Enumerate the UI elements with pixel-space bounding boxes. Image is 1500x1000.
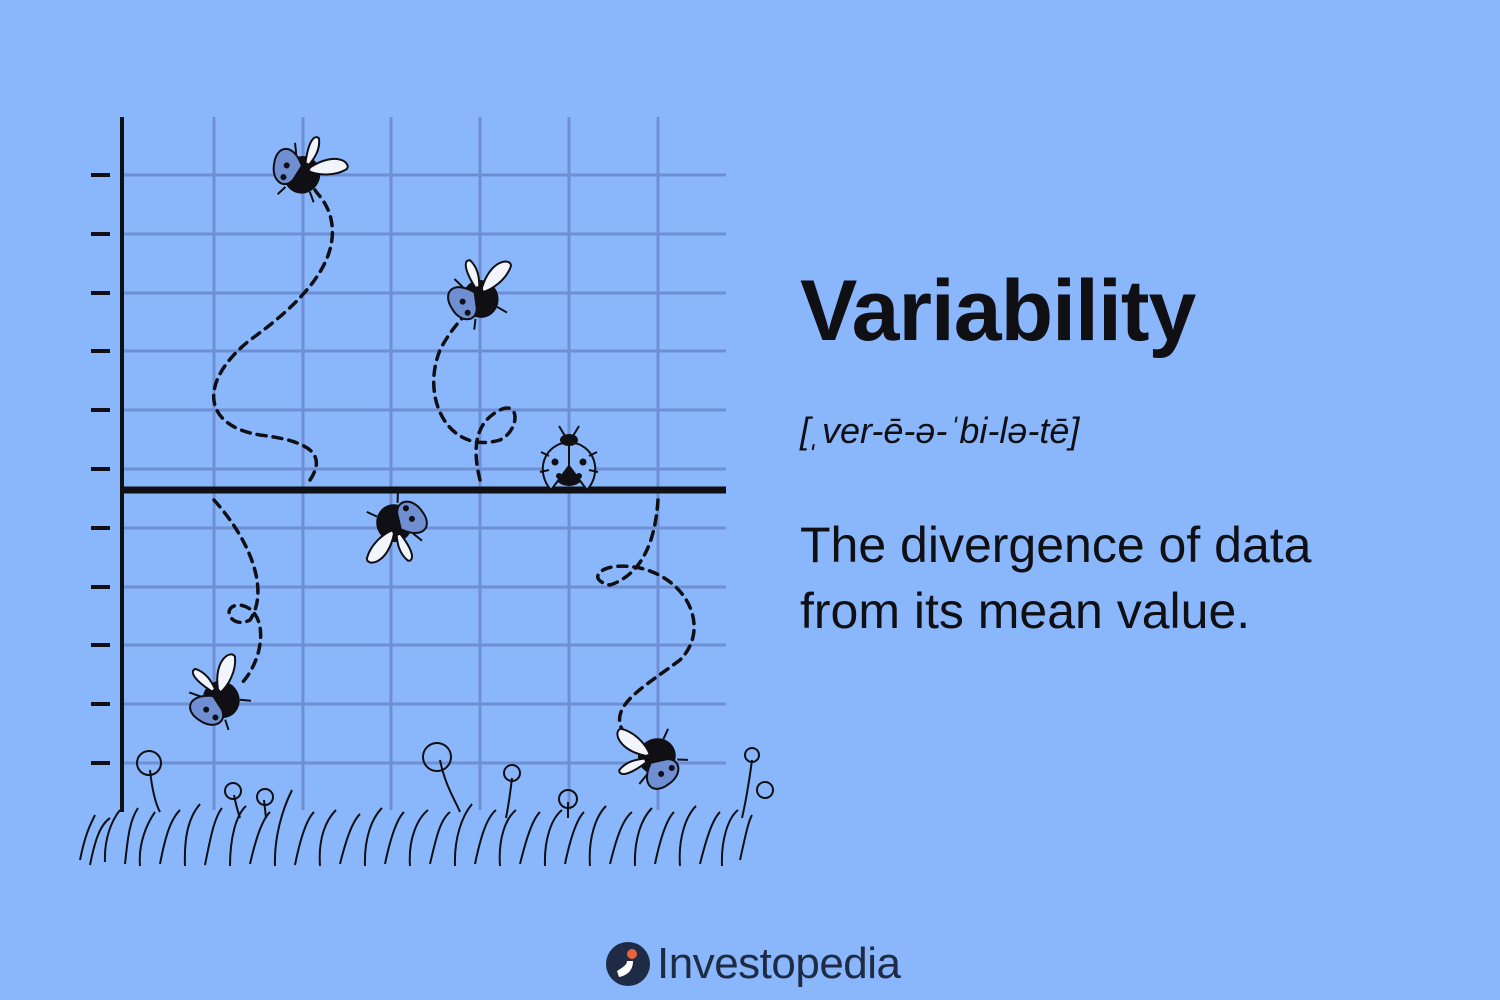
- flight-paths: [212, 188, 696, 742]
- pronunciation: [ˌver-ē-ə-ˈbi-lə-tē]: [800, 410, 1080, 451]
- y-axis: [91, 117, 124, 812]
- ladybug-icon: [170, 643, 270, 743]
- ladybug-icon: [347, 485, 439, 576]
- chart-grid: [122, 117, 726, 810]
- term-title: Variability: [800, 263, 1196, 359]
- investopedia-i-icon: [606, 942, 650, 986]
- ladybug-icon: [604, 709, 695, 801]
- ladybug-icon: [539, 425, 599, 491]
- brand-logo: Investopedia: [605, 936, 901, 992]
- brand-name: Investopedia: [657, 939, 901, 988]
- ladybug-icon: [260, 123, 355, 218]
- grass-and-flowers: [79, 742, 774, 867]
- definition-text: The divergence of data from its mean val…: [800, 517, 1312, 639]
- variability-illustration: [79, 117, 774, 867]
